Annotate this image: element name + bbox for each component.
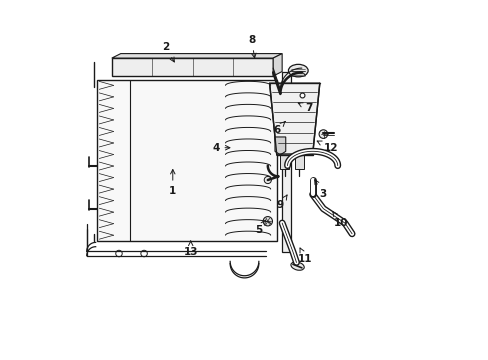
Polygon shape: [112, 54, 282, 58]
Circle shape: [116, 250, 122, 257]
Text: 5: 5: [255, 220, 265, 235]
Text: 12: 12: [317, 141, 337, 153]
Circle shape: [319, 130, 327, 138]
Text: 8: 8: [247, 35, 256, 58]
Polygon shape: [97, 80, 276, 241]
Polygon shape: [273, 54, 282, 76]
Polygon shape: [290, 73, 305, 76]
Ellipse shape: [288, 64, 307, 77]
Text: 1: 1: [169, 170, 176, 196]
Polygon shape: [280, 155, 289, 169]
Text: 2: 2: [162, 42, 174, 62]
Ellipse shape: [290, 262, 304, 270]
Text: 9: 9: [276, 195, 286, 210]
Circle shape: [264, 176, 271, 184]
Polygon shape: [282, 72, 290, 252]
Text: 10: 10: [332, 212, 348, 228]
Text: 7: 7: [298, 103, 312, 113]
Text: 11: 11: [298, 248, 312, 264]
Text: 3: 3: [314, 180, 326, 199]
Circle shape: [263, 217, 272, 226]
Text: 6: 6: [273, 121, 285, 135]
Polygon shape: [112, 58, 273, 76]
Text: 4: 4: [212, 143, 229, 153]
Polygon shape: [269, 83, 319, 155]
Circle shape: [141, 250, 147, 257]
Polygon shape: [274, 137, 285, 155]
Polygon shape: [294, 155, 303, 169]
Text: 13: 13: [183, 241, 198, 257]
